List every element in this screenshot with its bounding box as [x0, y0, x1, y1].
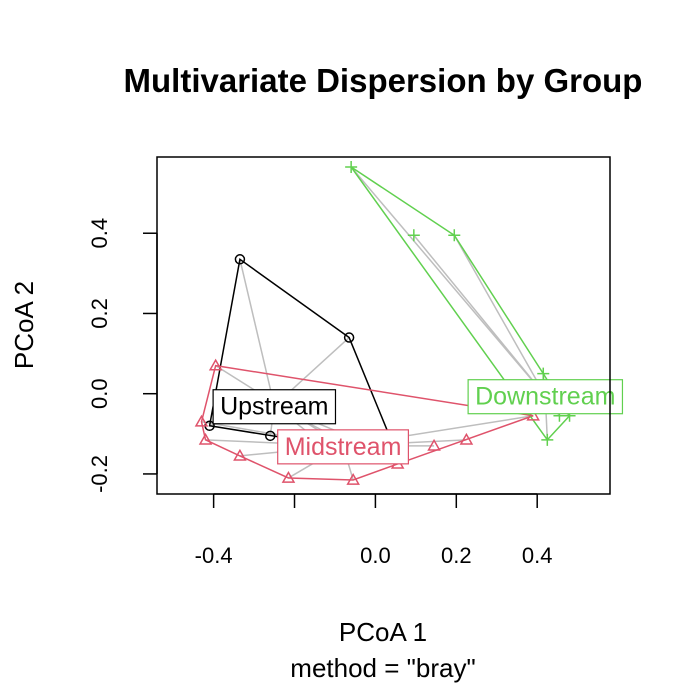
- x-tick-label: 0.0: [360, 543, 391, 568]
- chart-title: Multivariate Dispersion by Group: [124, 62, 643, 99]
- x-tick-label: -0.4: [195, 543, 233, 568]
- downstream-point: [537, 367, 550, 380]
- downstream-label-text: Downstream: [475, 383, 615, 411]
- upstream-hull: [208, 258, 399, 457]
- midstream-point: [281, 470, 296, 483]
- midstream-label: Midstream: [277, 429, 409, 465]
- upstream-label-box: [212, 389, 337, 425]
- x-axis: -0.4 0.0 0.2 0.4: [195, 493, 553, 568]
- y-axis-title: PCoA 2: [9, 281, 39, 369]
- downstream-segment: [350, 166, 546, 397]
- x-axis-title: PCoA 1: [339, 617, 427, 647]
- upstream-point: [234, 254, 246, 265]
- midstream-point: [194, 414, 209, 427]
- y-tick-label: 0.0: [87, 378, 112, 409]
- y-tick-label: 0.2: [87, 298, 112, 329]
- midstream-hull: [200, 364, 534, 481]
- downstream-segment: [453, 234, 546, 397]
- group-labels-layer: Upstream Midstream Downstream: [212, 379, 624, 465]
- y-axis: -0.2 0.0 0.2 0.4: [87, 218, 158, 493]
- midstream-label-text: Midstream: [285, 433, 402, 461]
- upstream-segment: [239, 259, 276, 406]
- downstream-point: [407, 229, 420, 242]
- midstream-point: [427, 438, 441, 451]
- x-tick-label: 0.4: [522, 543, 553, 568]
- downstream-point: [448, 229, 461, 242]
- y-tick-label: 0.4: [87, 218, 112, 249]
- downstream-point: [345, 161, 358, 174]
- upstream-label-text: Upstream: [220, 393, 328, 421]
- downstream-label-box: [467, 379, 624, 415]
- upstream-point: [265, 430, 276, 442]
- midstream-point: [233, 448, 247, 461]
- midstream-point: [208, 358, 223, 371]
- upstream-point: [343, 332, 355, 343]
- midstream-label-box: [277, 429, 409, 465]
- x-tick-label: 0.2: [441, 543, 472, 568]
- midstream-point: [198, 432, 213, 445]
- downstream-point: [541, 433, 554, 446]
- midstream-point: [346, 472, 360, 485]
- midstream-point: [526, 408, 540, 421]
- downstream-segment: [413, 234, 546, 397]
- midstream-point: [459, 432, 474, 445]
- y-tick-label: -0.2: [87, 455, 112, 493]
- upstream-label: Upstream: [212, 389, 337, 425]
- downstream-label: Downstream: [467, 379, 624, 415]
- chart-subtitle: method = "bray": [290, 653, 475, 683]
